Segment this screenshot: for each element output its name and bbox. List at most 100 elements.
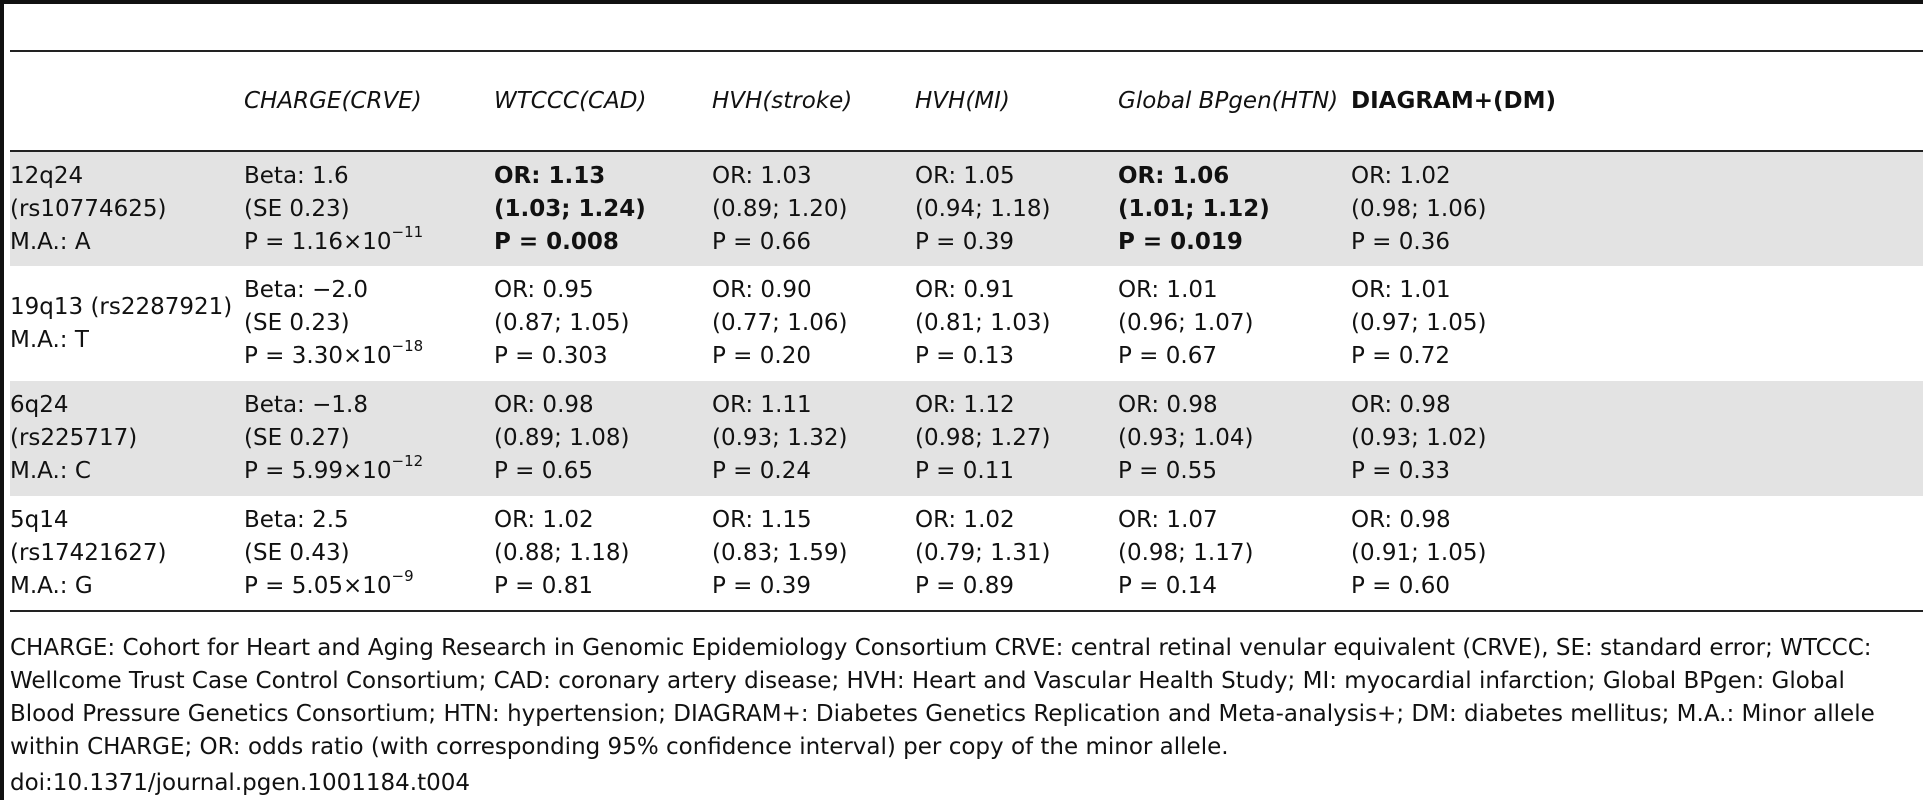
cell-line: P = 0.13	[915, 343, 1014, 369]
cell-line: OR: 1.02	[1351, 162, 1451, 189]
cell-line: 19q13 (rs2287921)	[10, 293, 233, 320]
cell-line: OR: 0.91	[915, 277, 1015, 303]
cell-line: (rs17421627)	[10, 539, 167, 566]
p-value-line: P = 5.05×10−9	[244, 568, 494, 603]
header-line: HVH	[712, 87, 763, 114]
cell-line: P = 0.33	[1351, 458, 1450, 484]
cell-line: (SE 0.23)	[244, 195, 350, 222]
cell-line: (0.98; 1.06)	[1351, 195, 1487, 222]
cell-line: P = 0.55	[1118, 458, 1217, 484]
bpgen-cell: OR: 1.06 (1.01; 1.12) P = 0.019	[1118, 151, 1351, 266]
cell-line: Beta: 2.5	[244, 506, 349, 533]
bpgen-cell: OR: 0.98 (0.93; 1.04) P = 0.55	[1118, 381, 1351, 496]
header-line: (stroke)	[762, 87, 853, 114]
cell-line: OR: 1.05	[915, 162, 1015, 189]
hvh-mi-cell: OR: 1.05 (0.94; 1.18) P = 0.39	[915, 151, 1118, 266]
cell-line: (0.93; 1.32)	[712, 425, 848, 451]
cell-line: P = 0.81	[494, 572, 593, 599]
header-line: HVH	[915, 87, 966, 114]
cell-line: (0.87; 1.05)	[494, 310, 630, 336]
header-line: (HTN)	[1271, 87, 1339, 114]
p-value-line: P = 1.16×10−11	[244, 222, 494, 259]
table-row: 5q14 (rs17421627) M.A.: G Beta: 2.5 (SE 0.43…	[10, 496, 1923, 611]
cell-line: Beta: −1.8	[244, 392, 368, 418]
hvh-mi-cell: OR: 0.91 (0.81; 1.03) P = 0.13	[915, 266, 1118, 381]
header-cell-hvh-mi: HVH(MI)	[915, 51, 1118, 151]
bpgen-cell: OR: 1.01 (0.96; 1.07) P = 0.67	[1118, 266, 1351, 381]
cell-line: OR: 1.02	[915, 506, 1015, 533]
header-cell-empty	[10, 51, 244, 151]
table-footnote: CHARGE: Cohort for Heart and Aging Resea…	[10, 635, 1875, 760]
cell-line: OR: 0.98	[494, 392, 594, 418]
cell-line: (0.77; 1.06)	[712, 310, 848, 336]
cell-line: P = 0.39	[712, 572, 811, 599]
header-line: (CRVE)	[341, 87, 422, 114]
hvh-stroke-cell: OR: 0.90 (0.77; 1.06) P = 0.20	[712, 266, 915, 381]
cell-line: OR: 0.95	[494, 277, 594, 303]
cell-line: P = 0.20	[712, 343, 811, 369]
cell-line: (0.89; 1.08)	[494, 425, 630, 451]
charge-cell: Beta: 1.6 (SE 0.23) P = 1.16×10−11	[244, 151, 494, 266]
header-cell-hvh-stroke: HVH(stroke)	[712, 51, 915, 151]
cell-line: (rs10774625)	[10, 195, 167, 222]
diagram-cell: OR: 1.02 (0.98; 1.06) P = 0.36	[1351, 151, 1923, 266]
cell-line: (0.93; 1.02)	[1351, 425, 1487, 451]
p-value-exponent: −11	[391, 222, 424, 241]
cell-line: 6q24	[10, 392, 69, 418]
doi-text: doi:10.1371/journal.pgen.1001184.t004	[10, 770, 471, 796]
cell-line: M.A.: T	[10, 326, 89, 353]
cell-line: 12q24	[10, 162, 84, 189]
cell-line: M.A.: C	[10, 458, 91, 484]
cell-line: OR: 1.01	[1351, 277, 1451, 303]
table-row: 19q13 (rs2287921) M.A.: T Beta: −2.0 (SE 0.…	[10, 266, 1923, 381]
cell-line: OR: 1.07	[1118, 506, 1218, 533]
diagram-cell: OR: 0.98 (0.91; 1.05) P = 0.60	[1351, 496, 1923, 611]
p-value-base: P = 1.16×10	[244, 228, 392, 255]
cell-line: (SE 0.43)	[244, 539, 350, 566]
left-border	[0, 0, 4, 800]
header-line: (MI)	[965, 87, 1010, 114]
p-value-exponent: −12	[391, 452, 424, 471]
cell-line: P = 0.39	[915, 228, 1014, 255]
p-value-base: P = 5.05×10	[244, 572, 392, 599]
cell-line: (0.97; 1.05)	[1351, 310, 1487, 336]
cell-line: (0.88; 1.18)	[494, 539, 630, 566]
cell-line: M.A.: G	[10, 572, 93, 599]
table-row: 6q24 (rs225717) M.A.: C Beta: −1.8 (SE 0.27)…	[10, 381, 1923, 496]
header-line: (CAD)	[578, 87, 647, 114]
cell-line: P = 0.11	[915, 458, 1014, 484]
p-value-line: P = 5.99×10−12	[244, 452, 494, 488]
locus-label-cell: 19q13 (rs2287921) M.A.: T	[10, 266, 244, 381]
header-line: (DM)	[1493, 87, 1557, 114]
cell-line: (0.91; 1.05)	[1351, 539, 1487, 566]
cell-line: (rs225717)	[10, 425, 138, 451]
cell-line: P = 0.89	[915, 572, 1014, 599]
cell-line: (0.83; 1.59)	[712, 539, 848, 566]
cell-line: Beta: 1.6	[244, 162, 349, 189]
cell-line: OR: 1.15	[712, 506, 812, 533]
cell-line: OR: 1.01	[1118, 277, 1218, 303]
cell-line: OR: 0.98	[1351, 392, 1451, 418]
diagram-cell: OR: 1.01 (0.97; 1.05) P = 0.72	[1351, 266, 1923, 381]
cell-line: OR: 1.13	[494, 162, 606, 189]
p-value-base: P = 5.99×10	[244, 458, 392, 484]
charge-cell: Beta: −1.8 (SE 0.27) P = 5.99×10−12	[244, 381, 494, 496]
bpgen-cell: OR: 1.07 (0.98; 1.17) P = 0.14	[1118, 496, 1351, 611]
cell-line: OR: 1.03	[712, 162, 812, 189]
wtccc-cell: OR: 0.98 (0.89; 1.08) P = 0.65	[494, 381, 712, 496]
cell-line: (1.01; 1.12)	[1118, 195, 1270, 222]
cell-line: P = 0.66	[712, 228, 811, 255]
cell-line: OR: 0.98	[1118, 392, 1218, 418]
cell-line: P = 0.36	[1351, 228, 1450, 255]
cell-line: OR: 0.90	[712, 277, 812, 303]
cell-line: P = 0.24	[712, 458, 811, 484]
wtccc-cell: OR: 0.95 (0.87; 1.05) P = 0.303	[494, 266, 712, 381]
header-line: DIAGRAM+	[1351, 87, 1493, 114]
cell-line: P = 0.14	[1118, 572, 1217, 599]
cell-line: OR: 0.98	[1351, 506, 1451, 533]
hvh-stroke-cell: OR: 1.15 (0.83; 1.59) P = 0.39	[712, 496, 915, 611]
top-border	[0, 0, 1923, 4]
cell-line: P = 0.67	[1118, 343, 1217, 369]
cell-line: (0.93; 1.04)	[1118, 425, 1254, 451]
cell-line: P = 0.303	[494, 343, 608, 369]
